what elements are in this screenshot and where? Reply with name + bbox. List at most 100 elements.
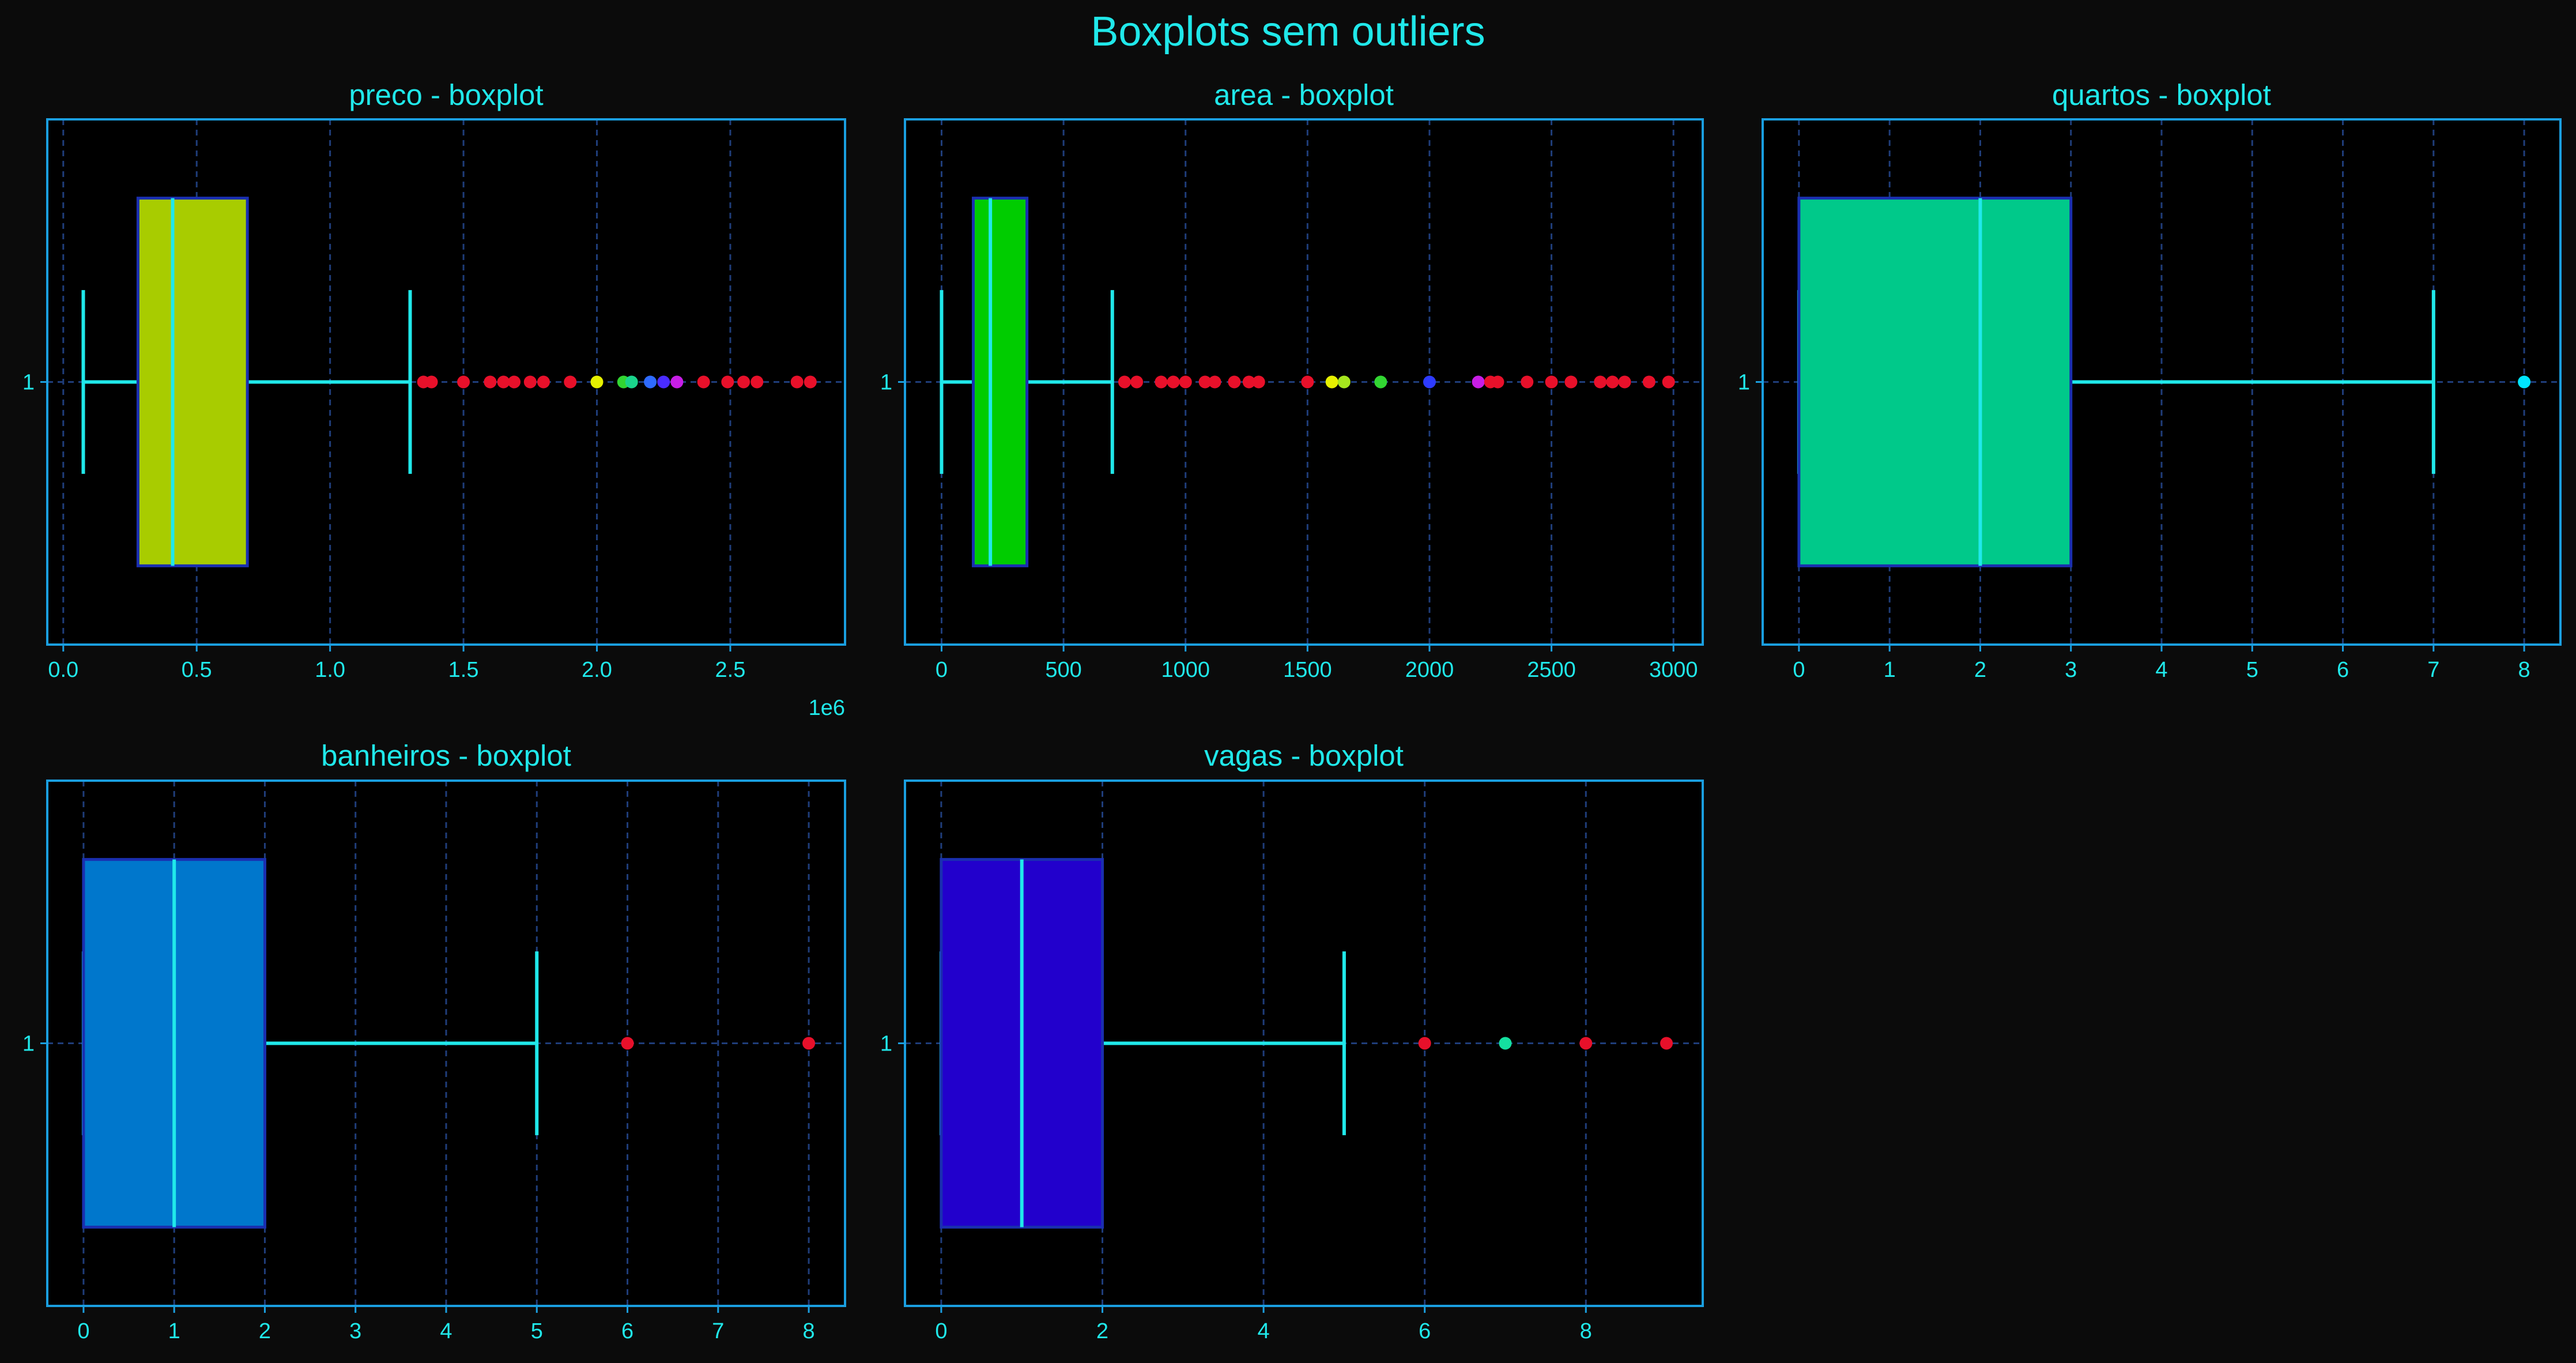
subplot-title: banheiros - boxplot <box>321 739 571 772</box>
box-iqr <box>136 197 249 567</box>
outlier-point <box>1242 375 1255 389</box>
x-tick-label: 5 <box>2246 658 2258 682</box>
outlier-point <box>457 375 470 389</box>
outlier-point <box>1472 375 1485 389</box>
outlier-point <box>1155 375 1168 389</box>
outlier-point <box>737 375 750 389</box>
x-tick-label: 2500 <box>1527 658 1576 682</box>
outlier-point <box>1660 1037 1673 1050</box>
x-tick-label: 500 <box>1045 658 1081 682</box>
outlier-point <box>1418 1037 1431 1050</box>
outlier-point <box>523 375 537 389</box>
box-iqr <box>972 197 1029 567</box>
outlier-point <box>621 1037 634 1050</box>
outlier-point <box>1606 375 1619 389</box>
figure-title: Boxplots sem outliers <box>1091 9 1485 55</box>
x-tick-label: 2 <box>1096 1319 1108 1343</box>
x-tick-label: 6 <box>1419 1319 1431 1343</box>
x-tick-label: 3 <box>349 1319 361 1343</box>
outlier-point <box>1564 375 1578 389</box>
subplot-title: vagas - boxplot <box>1204 739 1404 772</box>
x-tick-label: 0 <box>936 658 948 682</box>
x-tick-label: 8 <box>2518 658 2530 682</box>
x-tick-label: 0.5 <box>182 658 212 682</box>
x-tick-label: 0.0 <box>48 658 78 682</box>
x-tick-label: 3000 <box>1649 658 1698 682</box>
outlier-point <box>1252 375 1265 389</box>
x-tick-label: 3 <box>2065 658 2077 682</box>
x-tick-label: 4 <box>2155 658 2167 682</box>
x-tick-label: 8 <box>803 1319 815 1343</box>
outlier-point <box>2518 375 2531 389</box>
x-tick-label: 0 <box>1793 658 1805 682</box>
outlier-point <box>1179 375 1192 389</box>
x-tick-label: 0 <box>935 1319 947 1343</box>
outlier-point <box>1618 375 1631 389</box>
outlier-point <box>697 375 710 389</box>
x-tick-label: 7 <box>712 1319 724 1343</box>
outlier-point <box>1423 375 1436 389</box>
outlier-point <box>564 375 577 389</box>
outlier-point <box>1337 375 1351 389</box>
outlier-point <box>1642 375 1655 389</box>
outlier-point <box>1208 375 1221 389</box>
x-tick-label: 1.5 <box>448 658 479 682</box>
outlier-point <box>1594 375 1607 389</box>
outlier-point <box>1167 375 1180 389</box>
x-offset-label: 1e6 <box>809 696 845 720</box>
x-tick-label: 1 <box>168 1319 180 1343</box>
y-tick-label: 1 <box>880 371 892 395</box>
outlier-point <box>1491 375 1504 389</box>
x-tick-label: 1.0 <box>315 658 345 682</box>
outlier-point <box>657 375 670 389</box>
x-tick-label: 2 <box>259 1319 271 1343</box>
outlier-point <box>1198 375 1212 389</box>
outlier-point <box>508 375 521 389</box>
x-tick-label: 0 <box>77 1319 89 1343</box>
x-tick-label: 4 <box>1258 1319 1270 1343</box>
x-tick-label: 4 <box>440 1319 452 1343</box>
outlier-point <box>644 375 657 389</box>
y-tick-label: 1 <box>880 1032 892 1056</box>
x-tick-label: 1000 <box>1161 658 1210 682</box>
outlier-point <box>721 375 734 389</box>
y-tick-label: 1 <box>22 1032 35 1056</box>
x-tick-label: 2 <box>1974 658 1986 682</box>
outlier-point <box>497 375 510 389</box>
x-tick-label: 6 <box>2337 658 2349 682</box>
outlier-point <box>1499 1037 1512 1050</box>
x-tick-label: 1500 <box>1283 658 1332 682</box>
outlier-point <box>425 375 438 389</box>
outlier-point <box>1130 375 1144 389</box>
subplot-title: area - boxplot <box>1214 78 1394 111</box>
x-tick-label: 6 <box>621 1319 633 1343</box>
x-tick-label: 2000 <box>1405 658 1454 682</box>
outlier-point <box>1579 1037 1593 1050</box>
outlier-point <box>1545 375 1558 389</box>
outlier-point <box>1228 375 1241 389</box>
subplot-title: quartos - boxplot <box>2052 78 2271 111</box>
outlier-point <box>1521 375 1534 389</box>
x-tick-label: 5 <box>531 1319 543 1343</box>
x-tick-label: 7 <box>2427 658 2439 682</box>
outlier-point <box>537 375 550 389</box>
outlier-point <box>484 375 497 389</box>
outlier-point <box>1662 375 1675 389</box>
subplot-title: preco - boxplot <box>349 78 543 111</box>
outlier-point <box>750 375 764 389</box>
x-tick-label: 2.0 <box>582 658 612 682</box>
x-tick-label: 1 <box>1884 658 1896 682</box>
outlier-point <box>590 375 604 389</box>
outlier-point <box>802 1037 816 1050</box>
x-tick-label: 8 <box>1580 1319 1592 1343</box>
outlier-point <box>625 375 638 389</box>
x-tick-label: 2.5 <box>715 658 746 682</box>
outlier-point <box>1118 375 1131 389</box>
box-iqr <box>1797 197 2073 567</box>
outlier-point <box>804 375 817 389</box>
